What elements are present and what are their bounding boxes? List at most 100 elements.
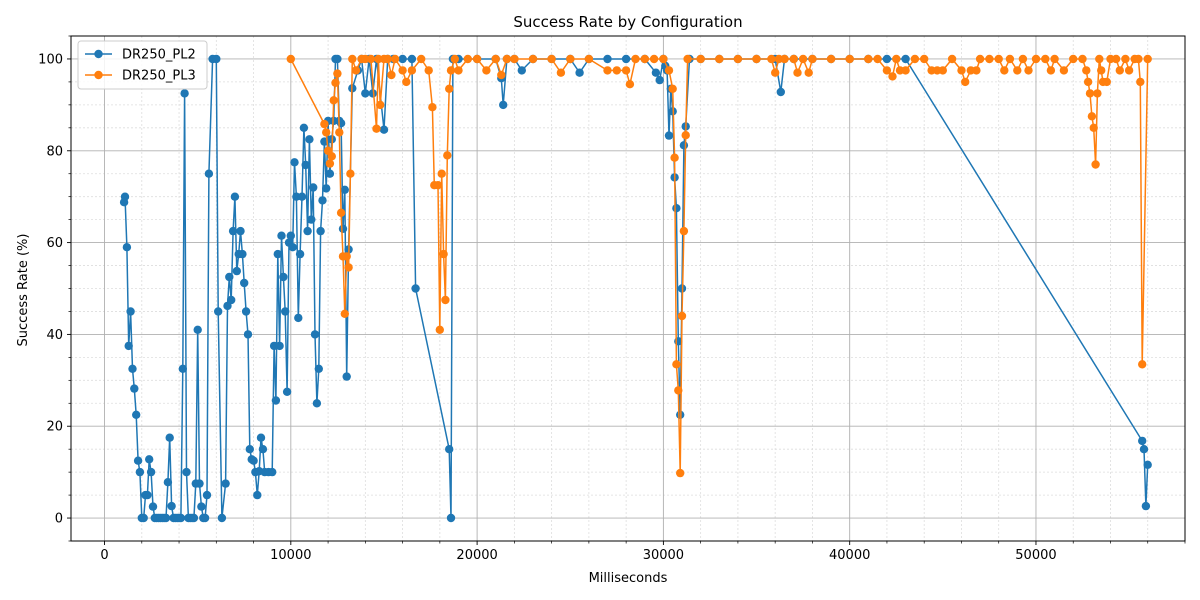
data-point [135,467,145,477]
x-tick-label: 40000 [829,548,870,563]
data-point [1059,66,1069,75]
data-point [407,54,417,64]
data-point [752,54,761,64]
data-point [957,66,966,75]
data-point [387,70,396,80]
data-point [961,77,970,87]
data-point [322,184,331,193]
data-point [273,249,282,259]
data-point [664,131,674,140]
data-point [316,226,325,236]
data-point [122,243,132,252]
data-point [161,513,171,523]
data-point [303,226,312,236]
data-point [450,54,459,64]
y-tick-label: 80 [46,144,63,159]
data-point [258,445,268,454]
data-point [845,54,854,64]
data-point [325,159,335,168]
data-point [443,151,452,160]
data-point [325,169,335,178]
data-point [178,364,187,373]
data-point [281,307,290,316]
data-point [435,325,444,334]
data-point [143,490,152,500]
y-axis-label: Success Rate (%) [16,234,31,347]
data-point [383,54,392,64]
data-point [295,249,305,259]
data-point [938,66,947,75]
data-point [584,54,594,64]
data-point [882,54,892,64]
legend-marker [94,70,103,80]
data-point [715,54,724,64]
data-point [528,54,538,64]
data-point [335,128,344,137]
data-point [230,192,240,201]
data-point [793,68,802,77]
data-point [873,54,882,64]
data-point [491,54,500,64]
data-point [733,54,743,64]
data-point [439,249,448,259]
data-point [236,226,245,236]
data-point [290,158,299,167]
data-point [651,68,661,77]
legend-label: DR250_PL3 [122,69,196,84]
data-point [1013,66,1022,75]
series-DR250_PL3 [286,54,1152,478]
data-point [275,341,284,351]
data-point [124,341,133,351]
data-point [243,330,253,339]
data-point [333,69,342,78]
data-point [390,54,400,64]
data-point [411,284,420,293]
data-point [331,78,340,88]
data-point [1111,54,1121,64]
data-point [1031,54,1041,64]
data-point [227,295,236,305]
data-point [681,131,690,140]
data-point [1143,54,1152,64]
data-point [176,513,186,523]
data-point [1138,436,1147,446]
data-point [621,66,631,75]
data-point [1139,445,1149,454]
data-point [305,135,314,144]
data-point [510,54,519,64]
legend-label: DR250_PL2 [122,48,196,63]
data-point [376,100,385,110]
data-point [428,103,437,112]
data-point [307,215,316,224]
data-point [312,399,322,408]
data-point [366,54,376,64]
legend-item: DR250_PL2 [85,48,196,63]
legend-box [77,40,208,90]
data-point [318,196,327,205]
data-point [333,54,342,64]
data-point [672,204,681,213]
data-point [128,364,137,373]
data-point [1124,66,1134,75]
data-point [320,119,329,129]
data-point [417,54,426,64]
data-point [120,192,130,201]
data-point [301,160,310,170]
data-point [901,66,910,75]
data-point [683,54,692,64]
data-point [241,307,251,316]
data-point [826,54,836,64]
data-point [767,54,776,64]
data-point [1050,54,1059,64]
data-point [297,192,307,201]
data-point [202,490,212,500]
data-point [679,226,689,236]
data-point [798,54,808,64]
data-point [348,54,357,64]
data-point [985,54,994,64]
y-tick-label: 40 [46,328,63,343]
data-point [1097,66,1106,75]
data-point [398,54,407,64]
data-point [342,372,351,381]
data-point [771,68,780,77]
